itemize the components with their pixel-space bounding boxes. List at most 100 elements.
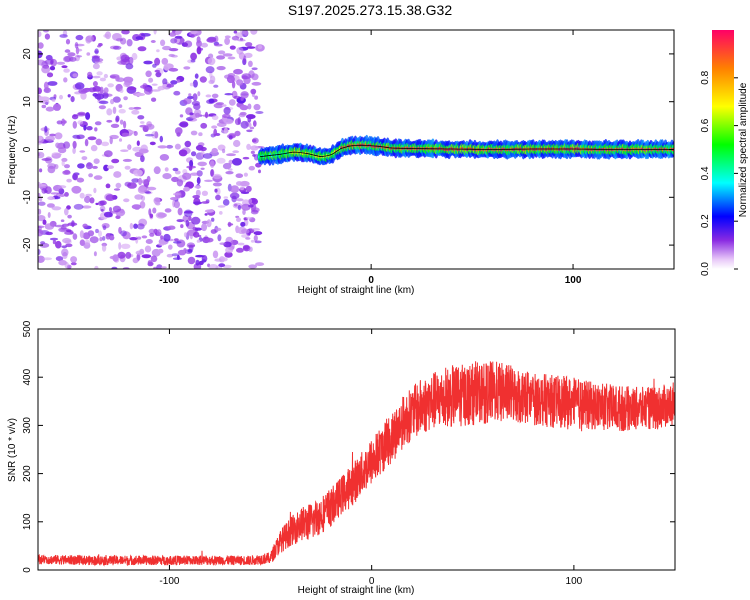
noise-blob — [236, 47, 244, 55]
noise-blob — [131, 52, 138, 61]
noise-blob — [44, 33, 51, 40]
noise-blob — [257, 45, 263, 49]
noise-blob — [247, 103, 252, 110]
noise-blob — [154, 69, 161, 73]
noise-blob — [124, 165, 131, 170]
noise-blob — [126, 39, 133, 47]
noise-blob — [59, 194, 66, 197]
noise-blob — [248, 165, 255, 171]
colorbar-tick-label: 0.2 — [700, 214, 711, 228]
noise-blob — [224, 93, 233, 96]
noise-blob — [98, 200, 105, 206]
noise-blob — [38, 192, 41, 199]
noise-blob — [222, 199, 230, 206]
noise-blob — [157, 212, 167, 218]
noise-blob — [170, 197, 178, 201]
noise-blob — [38, 208, 42, 215]
noise-blob — [133, 131, 138, 136]
noise-blob — [233, 139, 241, 148]
noise-blob — [156, 229, 162, 237]
noise-blob — [134, 194, 144, 200]
noise-blob — [160, 39, 166, 47]
noise-blob — [195, 189, 201, 197]
noise-blob — [107, 83, 114, 88]
y-tick-label: 500 — [22, 320, 33, 337]
noise-blob — [157, 85, 166, 91]
noise-blob — [239, 37, 244, 41]
noise-blob — [67, 52, 76, 57]
noise-blob — [123, 120, 127, 129]
noise-blob — [84, 239, 91, 246]
noise-blob — [193, 103, 201, 110]
noise-blob — [98, 43, 103, 47]
noise-blob — [174, 35, 183, 39]
noise-blob — [106, 108, 113, 116]
noise-blob — [222, 148, 226, 154]
noise-blob — [192, 195, 200, 199]
noise-blob — [237, 204, 242, 211]
noise-blob — [64, 208, 69, 216]
noise-blob — [250, 239, 255, 243]
snr-panel: -100 0 100 0 100 200 300 400 500 Height of stra… — [7, 320, 676, 596]
noise-blob — [120, 37, 127, 45]
noise-blob — [248, 198, 253, 204]
noise-blob — [79, 239, 86, 246]
noise-blob — [84, 138, 89, 147]
noise-blob — [146, 186, 157, 191]
noise-blob — [103, 73, 108, 79]
noise-blob — [245, 237, 251, 240]
noise-blob — [43, 30, 49, 33]
noise-blob — [63, 141, 71, 149]
noise-blob — [67, 214, 72, 219]
noise-blob — [211, 125, 218, 129]
noise-blob — [197, 161, 207, 167]
noise-blob — [81, 205, 92, 209]
noise-blob — [192, 79, 198, 88]
noise-blob — [123, 198, 130, 203]
noise-blob — [174, 238, 179, 242]
noise-blob — [118, 242, 122, 250]
noise-blob — [137, 236, 142, 240]
noise-blob — [81, 156, 88, 161]
noise-blob — [111, 158, 120, 164]
noise-blob — [249, 126, 255, 130]
noise-blob — [223, 127, 228, 134]
noise-blob — [143, 60, 153, 65]
noise-blob — [150, 89, 161, 92]
noise-blob — [71, 220, 75, 228]
noise-blob — [211, 147, 218, 154]
noise-blob — [216, 122, 227, 127]
noise-blob — [38, 255, 45, 263]
noise-blob — [216, 55, 226, 60]
noise-blob — [211, 93, 219, 99]
noise-blob — [110, 98, 115, 105]
noise-blob — [69, 230, 74, 235]
noise-blob — [188, 93, 192, 97]
noise-blob — [87, 71, 93, 78]
noise-blob — [195, 144, 204, 151]
x-tick-label: 0 — [369, 576, 375, 587]
noise-blob — [221, 104, 227, 107]
noise-blob — [152, 63, 157, 68]
noise-blob — [123, 76, 134, 84]
noise-blob — [211, 217, 215, 222]
noise-blob — [60, 219, 65, 222]
noise-blob — [254, 95, 258, 100]
noise-blob — [189, 112, 194, 116]
noise-blob — [197, 91, 201, 97]
noise-blob — [154, 131, 159, 139]
noise-blob — [127, 86, 137, 91]
noise-blob — [217, 234, 222, 242]
noise-blob — [46, 72, 54, 78]
noise-blob — [44, 223, 55, 230]
noise-blob — [63, 169, 71, 175]
noise-blob — [87, 136, 97, 141]
noise-blob — [77, 120, 84, 125]
noise-blob — [70, 262, 77, 266]
noise-blob — [92, 75, 101, 79]
noise-blob — [173, 90, 181, 96]
noise-blob — [174, 143, 181, 150]
bottom-y-axis-label: SNR (10 * v/v) — [7, 418, 18, 482]
noise-blob — [72, 173, 78, 180]
noise-blob — [240, 221, 246, 227]
